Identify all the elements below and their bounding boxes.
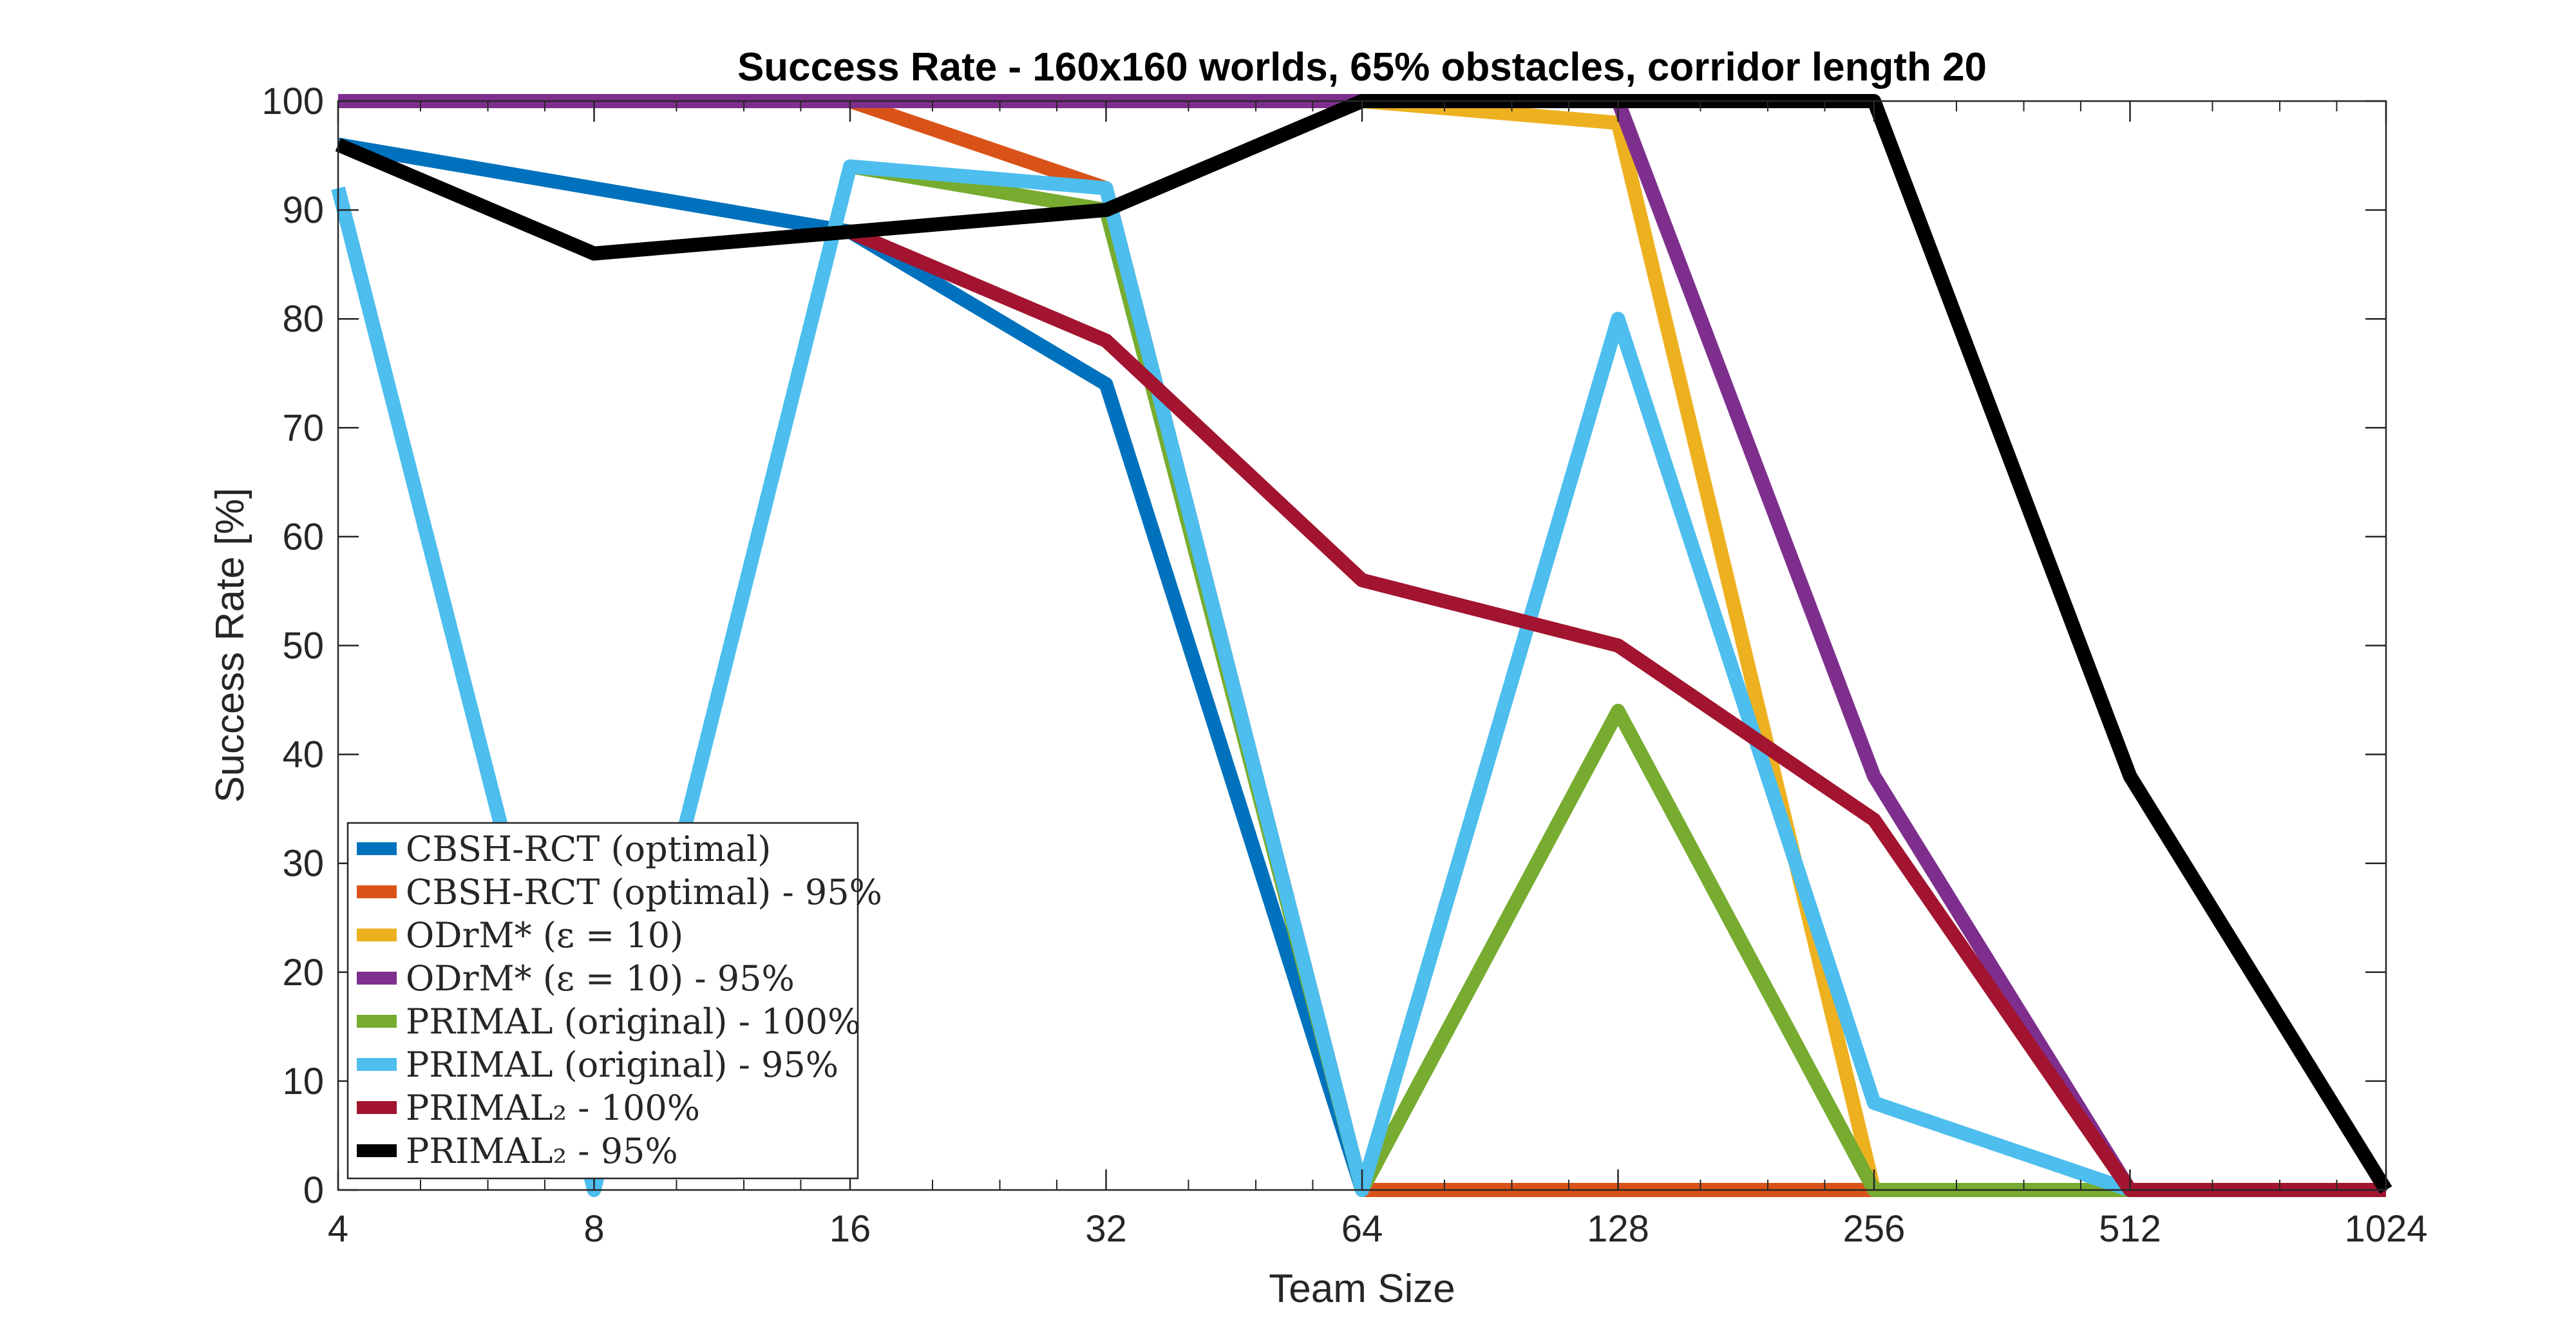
y-tick-label: 0 bbox=[303, 1169, 324, 1211]
y-tick-label: 60 bbox=[282, 516, 324, 558]
y-tick-label: 10 bbox=[282, 1061, 324, 1102]
y-tick-label: 20 bbox=[282, 952, 324, 994]
y-tick-label: 30 bbox=[282, 843, 324, 885]
x-tick-label: 1024 bbox=[2344, 1208, 2427, 1250]
x-tick-label: 256 bbox=[1843, 1208, 1906, 1250]
y-tick-label: 70 bbox=[282, 407, 324, 449]
x-tick-label: 16 bbox=[829, 1208, 871, 1250]
y-tick-label: 40 bbox=[282, 734, 324, 776]
legend-label: ODrM* (ε = 10) bbox=[406, 915, 683, 956]
y-tick-label: 100 bbox=[261, 80, 324, 122]
x-tick-label: 64 bbox=[1341, 1208, 1383, 1250]
chart-title: Success Rate - 160x160 worlds, 65% obsta… bbox=[737, 45, 1987, 90]
x-tick-label: 4 bbox=[328, 1208, 348, 1250]
legend-label: PRIMAL (original) - 100% bbox=[406, 1001, 860, 1042]
y-tick-label: 80 bbox=[282, 298, 324, 340]
legend-box bbox=[346, 822, 859, 1180]
axes-layer: 4 8 16 32 64 128 256 512 1024 0 10 20 30 40 50 60 70 80 90… bbox=[261, 80, 2427, 1250]
x-tick-label: 32 bbox=[1085, 1208, 1127, 1250]
x-tick-label: 8 bbox=[583, 1208, 604, 1250]
legend-label: PRIMAL₂ - 100% bbox=[406, 1088, 700, 1128]
legend: CBSH-RCT (optimal)CBSH-RCT (optimal) - 9… bbox=[346, 822, 882, 1180]
legend-label: CBSH-RCT (optimal) bbox=[406, 829, 771, 869]
y-axis-label: Success Rate [%] bbox=[208, 487, 252, 802]
x-axis-label: Team Size bbox=[1269, 1267, 1455, 1311]
x-tick-label: 128 bbox=[1587, 1208, 1649, 1250]
x-tick-label: 512 bbox=[2099, 1208, 2161, 1250]
legend-label: CBSH-RCT (optimal) - 95% bbox=[406, 872, 882, 912]
y-tick-label: 90 bbox=[282, 189, 324, 231]
y-tick-label: 50 bbox=[282, 625, 324, 667]
legend-label: PRIMAL (original) - 95% bbox=[406, 1044, 838, 1085]
legend-label: PRIMAL₂ - 95% bbox=[406, 1131, 678, 1171]
legend-label: ODrM* (ε = 10) - 95% bbox=[406, 958, 795, 999]
